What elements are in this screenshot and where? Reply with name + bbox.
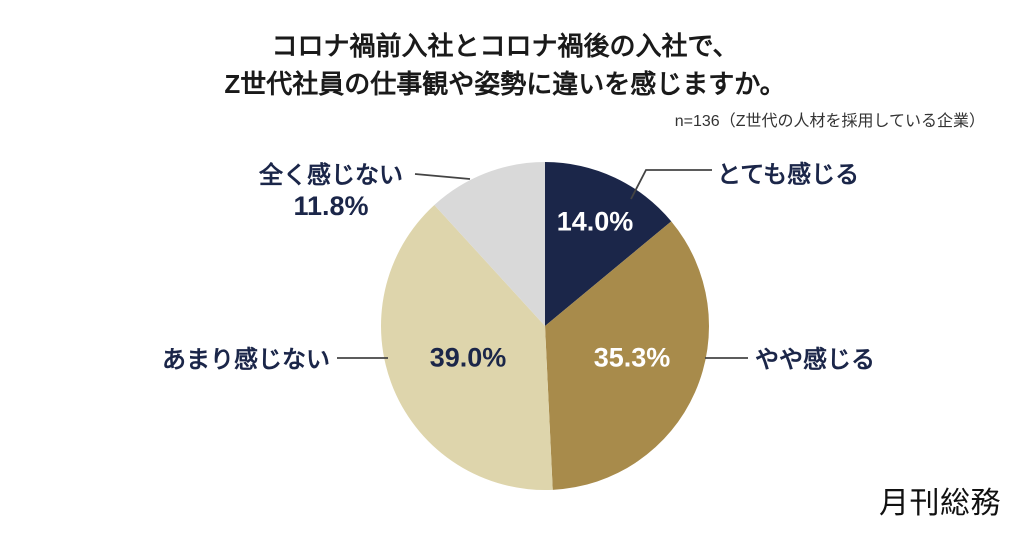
pie-slice-3	[381, 204, 553, 491]
slice-value-yaya-kanjiru: 35.3%	[593, 342, 671, 373]
leader-line-totemo-kanjiru	[630, 169, 712, 200]
publisher-logo: 月刊総務	[879, 487, 1001, 520]
slice-label-mattaku-kanjinai: 全く感じない	[259, 162, 403, 189]
slice-value-amari-kanjinai: 39.0%	[429, 342, 507, 373]
leader-lines-group	[337, 169, 748, 359]
chart-title-line2: Z世代社員の仕事観や姿勢に違いを感じますか。	[224, 69, 786, 99]
slice-label-totemo-kanjiru: とても感じる	[717, 161, 860, 189]
sample-size-note: n=136（Z世代の人材を採用している企業）	[674, 113, 985, 130]
slice-label-amari-kanjinai: あまり感じない	[162, 346, 330, 374]
pie-slice-2	[545, 221, 710, 490]
slice-value-mattaku-kanjinai: 11.8%	[293, 191, 369, 221]
slice-label-yaya-kanjiru: やや感じる	[755, 346, 875, 374]
pie-slice-4	[434, 162, 545, 326]
slice-value-totemo-kanjiru: 14.0%	[556, 206, 634, 237]
slice-label-mattaku-kanjinai-block: 全く感じない 11.8%	[259, 160, 403, 222]
chart-title-line1: コロナ禍前入社とコロナ禍後の入社で、	[271, 31, 739, 61]
pie-slices-group	[381, 162, 710, 491]
pie-slice-1	[545, 162, 672, 326]
leader-line-mattaku-kanjinai	[414, 173, 471, 180]
chart-title: コロナ禍前入社とコロナ禍後の入社で、 Z世代社員の仕事観や姿勢に違いを感じますか…	[0, 27, 1010, 103]
